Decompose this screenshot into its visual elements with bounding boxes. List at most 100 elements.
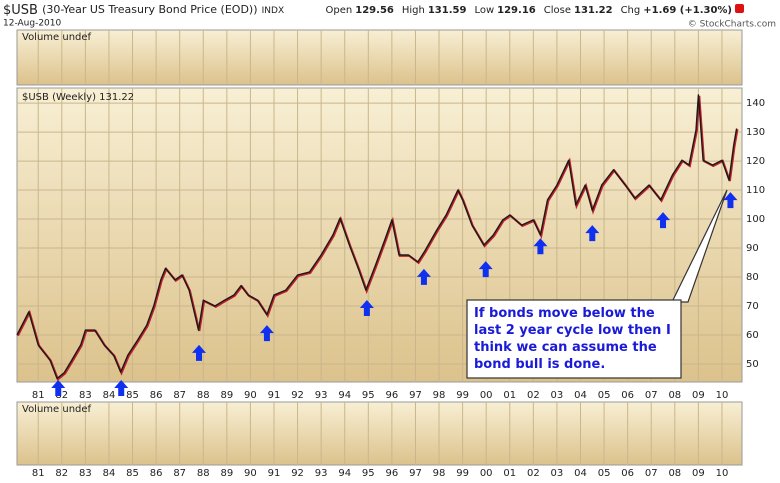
y-tick-label: 90 <box>746 243 759 254</box>
quote: Open 129.56 High 131.59 Low 129.16 Close 131.22… <box>326 5 732 16</box>
chart-title: $USB (30-Year US Treasury Bond Price (EO… <box>3 3 284 18</box>
exchange: INDX <box>262 6 284 16</box>
arrow-marker <box>533 238 548 255</box>
x-tick-label: 10 <box>716 468 729 479</box>
x-tick-label: 02 <box>527 390 540 401</box>
x-tick-label: 03 <box>551 390 564 401</box>
x-tick-label: 04 <box>574 390 587 401</box>
y-tick-label: 100 <box>746 214 765 225</box>
y-tick-label: 120 <box>746 156 765 167</box>
quote-value: 129.56 <box>355 5 394 16</box>
x-tick-label: 82 <box>55 468 68 479</box>
symbol: $USB <box>3 3 38 18</box>
arrow-marker <box>51 379 66 396</box>
annotation-line: last 2 year cycle low then I <box>474 323 671 338</box>
y-tick-label: 50 <box>746 359 759 370</box>
arrow-marker <box>416 268 431 285</box>
x-tick-label: 91 <box>268 468 281 479</box>
x-tick-label: 95 <box>362 390 375 401</box>
x-tick-label: 02 <box>527 468 540 479</box>
title: (30-Year US Treasury Bond Price (EOD)) <box>42 3 257 16</box>
x-tick-label: 89 <box>220 468 233 479</box>
arrow-marker <box>585 225 600 242</box>
plot <box>16 94 739 396</box>
x-tick-label: 08 <box>668 468 681 479</box>
y-tick-label: 60 <box>746 330 759 341</box>
y-tick-label: 130 <box>746 127 765 138</box>
x-tick-label: 87 <box>173 468 186 479</box>
callout-box <box>466 299 682 379</box>
x-tick-label: 98 <box>433 468 446 479</box>
arrow-marker <box>656 212 671 229</box>
x-tick-label: 93 <box>315 390 328 401</box>
x-tick-label: 09 <box>692 468 705 479</box>
quote-value: 131.22 <box>574 5 613 16</box>
x-tick-label: 99 <box>456 390 469 401</box>
change-icon <box>735 4 744 13</box>
x-tick-label: 88 <box>197 468 210 479</box>
x-tick-label: 05 <box>598 468 611 479</box>
volume-panel <box>16 401 743 466</box>
x-tick-label: 88 <box>197 390 210 401</box>
x-tick-label: 97 <box>409 468 422 479</box>
x-tick-label: 82 <box>55 390 68 401</box>
panel-label: Volume undef <box>22 32 92 43</box>
x-tick-label: 94 <box>338 390 351 401</box>
quote-label: Chg <box>621 5 641 16</box>
x-tick-label: 98 <box>433 390 446 401</box>
quote-label: Low <box>474 5 494 16</box>
arrow-marker <box>259 325 274 342</box>
x-tick-label: 06 <box>621 468 634 479</box>
x-tick-label: 90 <box>244 390 257 401</box>
quote-value: 129.16 <box>497 5 536 16</box>
x-tick-label: 89 <box>220 390 233 401</box>
quote-value: 131.59 <box>428 5 467 16</box>
x-tick-label: 00 <box>480 468 493 479</box>
x-tick-label: 86 <box>150 468 163 479</box>
x-tick-label: 83 <box>79 468 92 479</box>
x-tick-label: 09 <box>692 390 705 401</box>
y-tick-label: 140 <box>746 98 765 109</box>
arrow-marker <box>478 261 493 278</box>
x-tick-label: 92 <box>291 468 304 479</box>
x-tick-label: 04 <box>574 468 587 479</box>
arrow-marker <box>192 344 207 361</box>
legend: $USB (Weekly) 131.22 <box>22 92 134 103</box>
x-tick-label: 07 <box>645 468 658 479</box>
x-tick-label: 01 <box>503 468 516 479</box>
annotation-line: If bonds move below the <box>474 306 655 321</box>
annotation-line: bond bull is done. <box>474 357 605 372</box>
quote-label: High <box>402 5 425 16</box>
quote-label: Open <box>326 5 353 16</box>
x-tick-label: 03 <box>551 468 564 479</box>
y-tick-label: 70 <box>746 301 759 312</box>
credit: © StockCharts.com <box>688 20 776 30</box>
x-tick-label: 96 <box>386 468 399 479</box>
panel-label: Volume undef <box>22 404 92 415</box>
y-tick-label: 110 <box>746 185 765 196</box>
date: 12-Aug-2010 <box>3 19 62 29</box>
arrow-marker <box>723 192 738 209</box>
volume-panel <box>16 29 743 86</box>
x-tick-label: 95 <box>362 468 375 479</box>
x-tick-label: 01 <box>503 390 516 401</box>
x-tick-label: 05 <box>598 390 611 401</box>
x-tick-label: 96 <box>386 390 399 401</box>
x-tick-label: 85 <box>126 468 139 479</box>
annotation: If bonds move below the last 2 year cycle… <box>474 306 671 372</box>
arrow-marker <box>114 379 129 396</box>
x-tick-label: 81 <box>32 390 45 401</box>
x-tick-label: 00 <box>480 390 493 401</box>
y-tick-label: 80 <box>746 272 759 283</box>
x-tick-label: 86 <box>150 390 163 401</box>
x-tick-label: 84 <box>103 390 116 401</box>
x-tick-label: 81 <box>32 468 45 479</box>
x-tick-label: 91 <box>268 390 281 401</box>
x-tick-label: 87 <box>173 390 186 401</box>
x-tick-label: 06 <box>621 390 634 401</box>
price-line <box>16 94 738 380</box>
x-tick-label: 85 <box>126 390 139 401</box>
quote-value: +1.69 (+1.30%) <box>643 5 732 16</box>
x-tick-label: 83 <box>79 390 92 401</box>
